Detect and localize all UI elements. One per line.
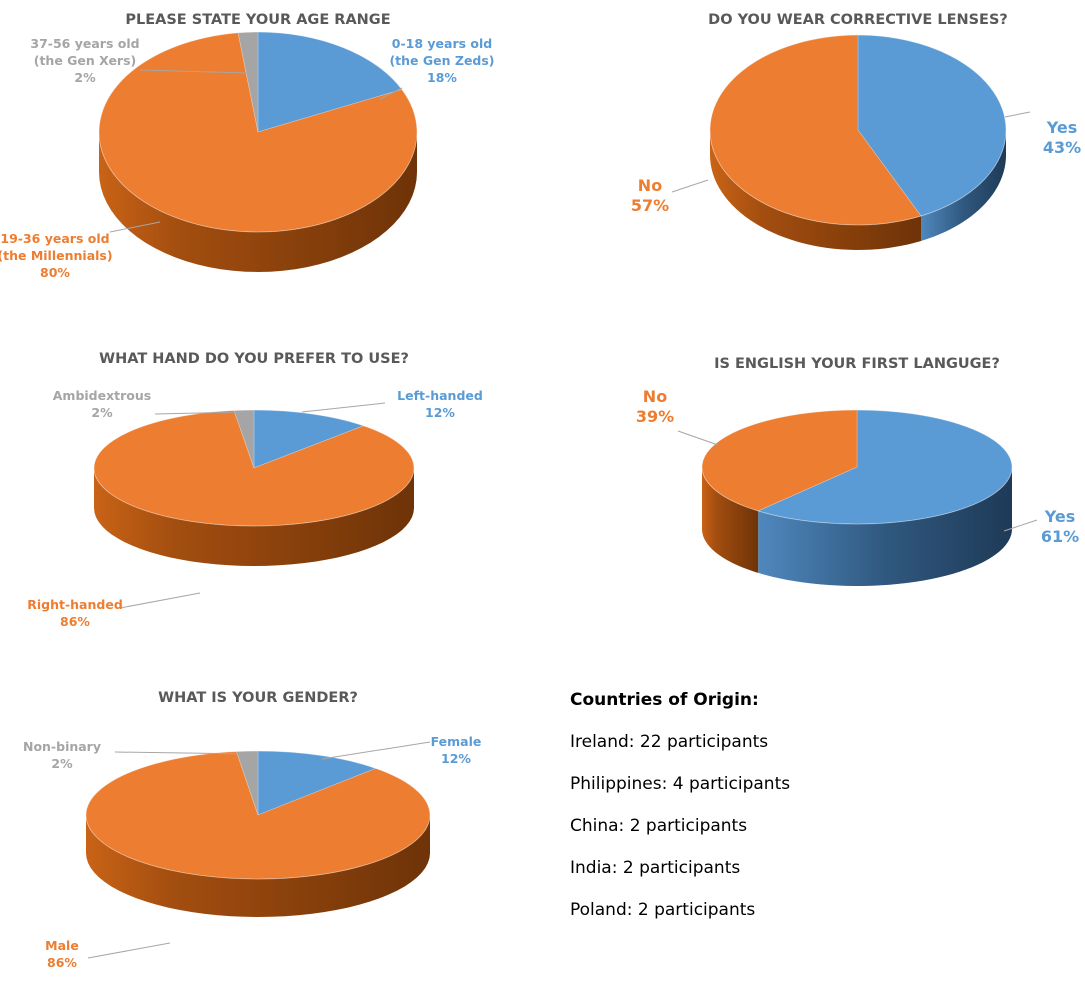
leader-line: [677, 430, 719, 446]
slice-percent: 86%: [47, 955, 77, 970]
pie-slice: [709, 34, 922, 226]
chart-title: IS ENGLISH YOUR FIRST LANGUGE?: [714, 356, 1000, 372]
slice-label-line: 0-18 years old: [392, 36, 492, 51]
countries-of-origin: Countries of Origin: Ireland: 22 partici…: [570, 690, 1050, 942]
pie-slice-side: [702, 467, 759, 573]
pie-slice-side: [710, 130, 922, 250]
pie-slice: [236, 750, 259, 816]
slice-label-line: Male: [45, 938, 79, 953]
pie-rim: [85, 750, 431, 880]
slice-label: Left-handed 12%: [397, 388, 483, 420]
slice-label: Yes 43%: [1043, 118, 1081, 157]
country-row: India: 2 participants: [570, 858, 741, 878]
pie-rim: [93, 409, 415, 527]
pie-rim: [701, 409, 1013, 525]
pie-slice-side: [758, 467, 1012, 586]
slice-label-line: Yes: [1044, 507, 1076, 526]
pie-rim: [709, 34, 1007, 226]
slice-label-line: 37-56 years old: [30, 36, 139, 51]
chart-title: DO YOU WEAR CORRECTIVE LENSES?: [708, 12, 1008, 28]
leader-line: [139, 69, 249, 74]
slice-label: Female 12%: [431, 734, 482, 766]
leader-line: [301, 402, 386, 413]
slice-label-line: (the Gen Zeds): [389, 53, 494, 68]
slice-percent: 18%: [427, 70, 457, 85]
slice-label-line: Female: [431, 734, 482, 749]
chart-title: WHAT IS YOUR GENDER?: [158, 690, 358, 706]
slice-percent: 86%: [60, 614, 90, 629]
slice-label: 37-56 years old (the Gen Xers) 2%: [30, 36, 139, 85]
slice-label: 0-18 years old (the Gen Zeds) 18%: [389, 36, 494, 85]
slice-percent: 39%: [636, 407, 674, 426]
pie-chart: WHAT HAND DO YOU PREFER TO USE? Left-hand…: [27, 351, 483, 629]
country-row: Philippines: 4 participants: [570, 774, 791, 794]
slice-percent: 2%: [51, 756, 73, 771]
slice-label-line: Yes: [1046, 118, 1078, 137]
slice-label-line: Ambidextrous: [53, 388, 152, 403]
slice-label: Non-binary 2%: [23, 739, 101, 771]
slice-label-line: No: [638, 176, 662, 195]
leader-line: [119, 592, 201, 609]
leader-line: [87, 942, 171, 959]
slice-percent: 57%: [631, 196, 669, 215]
slice-label: No 57%: [631, 176, 669, 215]
slice-label: 19-36 years old (the Millennials) 80%: [0, 231, 113, 280]
slice-label-line: 19-36 years old: [0, 231, 109, 246]
leader-line: [154, 411, 246, 415]
pie-slice-side: [921, 130, 1006, 241]
pie-rim: [98, 31, 418, 233]
slice-label: Male 86%: [45, 938, 79, 970]
slice-label: Yes 61%: [1041, 507, 1079, 546]
leader-line: [671, 179, 709, 193]
pie-chart: WHAT IS YOUR GENDER? Female 12% Male 86% Non-…: [23, 690, 481, 970]
pie-slice: [757, 409, 1013, 525]
pie-slice: [85, 751, 431, 880]
pie-chart: IS ENGLISH YOUR FIRST LANGUGE? Yes 61% No 39…: [636, 356, 1079, 586]
slice-percent: 12%: [425, 405, 455, 420]
slice-label: Ambidextrous 2%: [53, 388, 152, 420]
pie-chart: DO YOU WEAR CORRECTIVE LENSES? Yes 43% No 57…: [631, 12, 1081, 250]
pie-slice-side: [94, 468, 414, 566]
pie-slice: [257, 750, 377, 816]
pie-slice: [701, 409, 858, 512]
slice-label-line: No: [643, 387, 667, 406]
slice-percent: 2%: [91, 405, 113, 420]
leader-line: [321, 741, 431, 760]
slice-label-line: Left-handed: [397, 388, 483, 403]
slice-label-line: Right-handed: [27, 597, 123, 612]
slice-percent: 43%: [1043, 138, 1081, 157]
slice-label: No 39%: [636, 387, 674, 426]
countries-heading: Countries of Origin:: [570, 690, 759, 710]
leader-line: [1003, 519, 1038, 532]
country-row: Ireland: 22 participants: [570, 732, 769, 752]
country-row: China: 2 participants: [570, 816, 748, 836]
slice-label: Right-handed 86%: [27, 597, 123, 629]
chart-title: PLEASE STATE YOUR AGE RANGE: [125, 12, 390, 28]
leader-line: [379, 87, 403, 100]
pie-slice: [857, 34, 1007, 217]
slice-percent: 2%: [74, 70, 96, 85]
leader-line: [114, 751, 251, 755]
leader-line: [1004, 111, 1031, 118]
leader-line: [109, 221, 161, 233]
slice-percent: 61%: [1041, 527, 1079, 546]
chart-title: WHAT HAND DO YOU PREFER TO USE?: [99, 351, 409, 367]
pie-slice-side: [86, 815, 430, 917]
country-row: Poland: 2 participants: [570, 900, 756, 920]
pie-slice: [98, 32, 418, 233]
pie-slice: [237, 31, 259, 133]
pie-slice: [257, 31, 403, 133]
pie-slice-side: [99, 132, 417, 272]
slice-percent: 12%: [441, 751, 471, 766]
slice-percent: 80%: [40, 265, 70, 280]
pie-slice: [93, 410, 415, 527]
pie-slice: [233, 409, 255, 469]
slice-label-line: Non-binary: [23, 739, 101, 754]
slice-label-line: (the Millennials): [0, 248, 113, 263]
slice-label-line: (the Gen Xers): [34, 53, 137, 68]
pie-slice: [253, 409, 365, 469]
